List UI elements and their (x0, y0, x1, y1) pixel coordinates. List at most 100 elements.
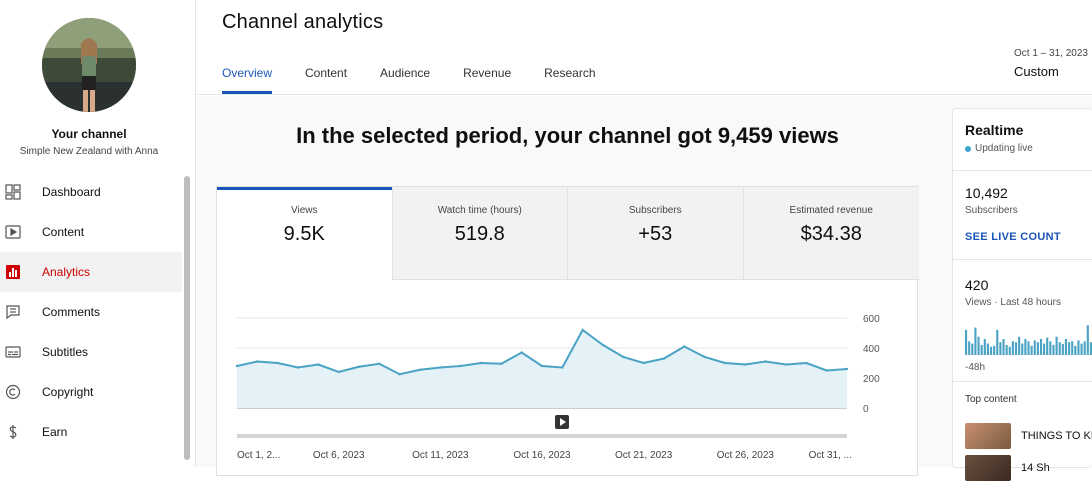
chart-point (805, 361, 808, 365)
chart-point (561, 366, 564, 369)
realtime-bar (971, 343, 974, 355)
metric-subscribers[interactable]: Subscribers +53 (568, 187, 744, 280)
timeline-track (237, 434, 847, 438)
top-content-title[interactable]: 14 Sh (1021, 462, 1050, 474)
y-tick-label: 600 (863, 314, 880, 325)
see-live-count-link[interactable]: SEE LIVE COUNT (965, 231, 1061, 243)
x-tick-label: Oct 16, 2023 (513, 450, 571, 461)
metric-estimated-revenue[interactable]: Estimated revenue $34.38 (743, 187, 919, 280)
date-range-label[interactable]: Oct 1 – 31, 2023 (1014, 48, 1088, 59)
x-tick-label: Oct 21, 2023 (615, 450, 673, 461)
tab-overview[interactable]: Overview (222, 66, 273, 94)
play-icon-glyph (560, 418, 566, 426)
realtime-bar-start-label: -48h (965, 362, 986, 373)
chart-point (723, 361, 727, 365)
sidebar-item-label: Dashboard (42, 185, 101, 199)
x-tick-label: Oct 26, 2023 (717, 450, 775, 461)
realtime-bar (1046, 337, 1049, 355)
top-content-label: Top content (965, 394, 1017, 405)
realtime-bar (1055, 336, 1058, 355)
date-preset-select[interactable]: Custom (1014, 64, 1059, 79)
subtitles-icon (4, 343, 22, 361)
realtime-bar (1071, 341, 1074, 355)
realtime-status: Updating live (965, 143, 1033, 154)
channel-avatar[interactable] (42, 18, 136, 112)
sidebar-item-label: Earn (42, 425, 68, 439)
chart-point (683, 345, 686, 348)
chart-point (784, 363, 788, 366)
sidebar-item-subtitles[interactable]: Subtitles (0, 332, 182, 372)
chart-point (744, 363, 747, 366)
realtime-bar (986, 343, 989, 355)
realtime-bar (993, 345, 996, 355)
sidebar: Your channel Simple New Zealand with Ann… (0, 0, 196, 467)
metric-views[interactable]: Views 9.5K (217, 187, 393, 280)
sidebar-item-earn[interactable]: Earn (0, 412, 182, 452)
realtime-bar (1077, 340, 1080, 355)
realtime-bar (965, 329, 968, 355)
chart-point (235, 364, 239, 368)
views-chart[interactable]: 600 400 200 0 Oct 1, 2... Oct 6, 2023 Oct 11, … (217, 283, 917, 468)
realtime-bar (1061, 344, 1064, 355)
y-tick-label: 200 (863, 374, 880, 385)
tab-revenue[interactable]: Revenue (463, 66, 512, 80)
sidebar-item-dashboard[interactable]: Dashboard (0, 172, 182, 212)
realtime-card: Realtime Updating live 10,492 Subscriber… (952, 108, 1092, 481)
y-tick-label: 0 (863, 404, 869, 415)
realtime-bar (1049, 341, 1052, 355)
metric-value: $34.38 (800, 223, 862, 245)
realtime-bar (974, 327, 977, 355)
sidebar-item-label: Analytics (42, 265, 91, 279)
realtime-bar (1018, 336, 1021, 355)
realtime-bar (1039, 339, 1043, 355)
tab-research[interactable]: Research (544, 66, 596, 80)
sidebar-item-label: Subtitles (42, 345, 89, 359)
sidebar-item-content[interactable]: Content (0, 212, 182, 252)
realtime-bar (1064, 339, 1068, 355)
top-content-title[interactable]: THINGS TO KN (1021, 430, 1092, 442)
earn-icon (4, 423, 22, 441)
chart-point (845, 367, 849, 371)
top-content-thumbnail[interactable] (965, 423, 1011, 449)
analytics-tabs: Overview Content Audience Revenue Resear… (222, 66, 629, 94)
chart-point (520, 351, 523, 354)
chart-area (237, 330, 847, 408)
realtime-bar (989, 346, 993, 355)
sidebar-item-comments[interactable]: Comments (0, 292, 182, 332)
realtime-bar (1021, 343, 1024, 355)
tab-content[interactable]: Content (305, 66, 348, 80)
chart-point (642, 361, 645, 365)
realtime-bar (968, 341, 971, 355)
realtime-views-label: Views · Last 48 hours (965, 297, 1061, 308)
realtime-bar (1080, 343, 1083, 355)
metric-label: Views (291, 205, 318, 216)
x-tick-label: Oct 11, 2023 (412, 450, 469, 461)
sidebar-item-label: Copyright (42, 385, 94, 399)
comments-icon (4, 303, 22, 321)
chart-point (825, 369, 828, 372)
realtime-bar (1011, 341, 1014, 355)
realtime-bar (977, 336, 980, 355)
chart-point (601, 343, 605, 347)
realtime-bar-chart[interactable] (965, 319, 1092, 359)
sidebar-item-copyright[interactable]: Copyright (0, 372, 182, 412)
top-content-thumbnail[interactable] (965, 455, 1011, 481)
analytics-icon (4, 263, 22, 281)
content-icon (4, 223, 22, 241)
realtime-bar (1033, 340, 1036, 355)
chart-point (581, 328, 584, 332)
realtime-bar (1068, 342, 1071, 355)
tab-audience[interactable]: Audience (380, 66, 431, 80)
header: Channel analytics Overview Content Audie… (197, 0, 1092, 95)
realtime-bar (1027, 341, 1030, 355)
sidebar-item-label: Content (42, 225, 85, 239)
sidebar-item-analytics[interactable]: Analytics (0, 252, 182, 292)
metric-watch-time[interactable]: Watch time (hours) 519.8 (392, 187, 568, 280)
sidebar-scrollbar[interactable] (184, 176, 190, 460)
realtime-subscribers-value: 10,492 (965, 185, 1008, 201)
page-title: Channel analytics (222, 11, 384, 33)
x-tick-label: Oct 1, 2... (237, 450, 280, 461)
x-tick-label: Oct 6, 2023 (313, 450, 365, 461)
period-headline: In the selected period, your channel got… (296, 123, 839, 148)
sidebar-item-label: Comments (42, 305, 101, 319)
